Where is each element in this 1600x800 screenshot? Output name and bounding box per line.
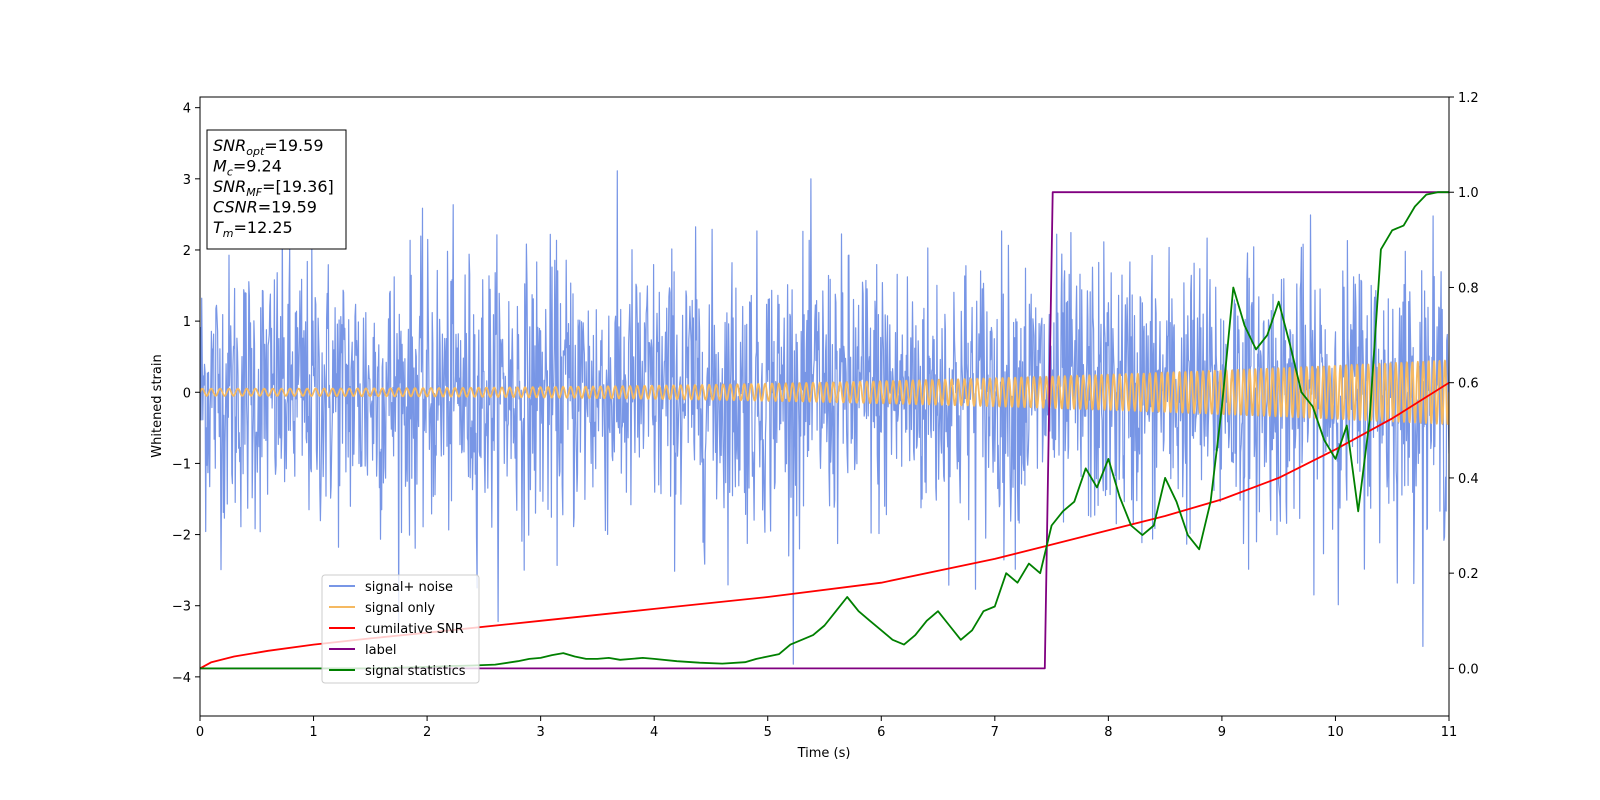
info-box-frame: [206, 129, 347, 250]
x-tick-label: 4: [650, 725, 658, 740]
y-right-tick-label: 0.6: [1458, 377, 1479, 392]
legend-label: cumilative SNR: [365, 622, 464, 637]
y-left-tick-label: 2: [183, 244, 191, 259]
legend-label: signal statistics: [365, 664, 466, 679]
y-right-tick-label: 1.0: [1458, 186, 1479, 201]
x-tick-label: 10: [1327, 725, 1344, 740]
legend-frame: [321, 574, 480, 684]
y-left-tick-label: 4: [183, 102, 191, 117]
series-layer: [200, 170, 1449, 670]
series-line-signal-only: [200, 359, 1449, 425]
series-line-signal-statistics: [200, 191, 1449, 670]
y-left-tick-label: −4: [172, 671, 191, 686]
info-line: SNRopt=19.59: [213, 136, 324, 158]
y-left-tick-label: 3: [183, 173, 191, 188]
y-left-tick-label: −1: [172, 457, 191, 472]
x-tick-label: 8: [1104, 725, 1112, 740]
legend-label: label: [365, 643, 396, 658]
y-left-tick-label: −3: [172, 600, 191, 615]
y-left-tick-label: 1: [183, 315, 191, 330]
x-axis-label: Time (s): [797, 746, 851, 761]
legend: signal+ noise signal only cumilative SNR la…: [321, 574, 480, 684]
plot-frame: [199, 96, 1450, 717]
x-tick-label: 2: [423, 725, 431, 740]
x-tick-label: 7: [991, 725, 999, 740]
y-right-tick-label: 0.8: [1458, 281, 1479, 296]
y-axis-left: −4 −3 −2 −1 0 1 2 3 4: [172, 102, 200, 686]
y-left-tick-label: 0: [183, 386, 191, 401]
info-line: Tm=12.25: [213, 218, 293, 240]
x-tick-label: 9: [1218, 725, 1226, 740]
info-line: SNRMF=[19.36]: [213, 177, 334, 199]
y-right-tick-label: 0.2: [1458, 567, 1479, 582]
series-line-signal-noise: [200, 170, 1449, 665]
y-right-tick-label: 1.2: [1458, 91, 1479, 106]
series-line-label: [200, 191, 1449, 670]
y-axis-right: 0.0 0.2 0.4 0.6 0.8 1.0 1.2: [1449, 91, 1479, 677]
y-axis-label: Whitened strain: [150, 354, 165, 457]
series-line-cumilative-snr: [200, 381, 1449, 670]
info-line: CSNR=19.59: [213, 198, 317, 217]
x-tick-label: 11: [1441, 725, 1458, 740]
y-right-tick-label: 0.4: [1458, 472, 1479, 487]
x-axis: 0 1 2 3 4 5 6 7 8 9 10 11: [196, 716, 1457, 740]
info-line: Mc=9.24: [213, 157, 282, 179]
y-right-tick-label: 0.0: [1458, 662, 1479, 677]
info-box: SNRopt=19.59Mc=9.24SNRMF=[19.36]CSNR=19.…: [206, 129, 347, 250]
legend-label: signal+ noise: [365, 580, 453, 595]
x-tick-label: 0: [196, 725, 204, 740]
x-tick-label: 3: [536, 725, 544, 740]
y-left-tick-label: −2: [172, 529, 191, 544]
legend-label: signal only: [365, 601, 435, 616]
x-tick-label: 6: [877, 725, 885, 740]
x-tick-label: 5: [764, 725, 772, 740]
x-tick-label: 1: [309, 725, 317, 740]
